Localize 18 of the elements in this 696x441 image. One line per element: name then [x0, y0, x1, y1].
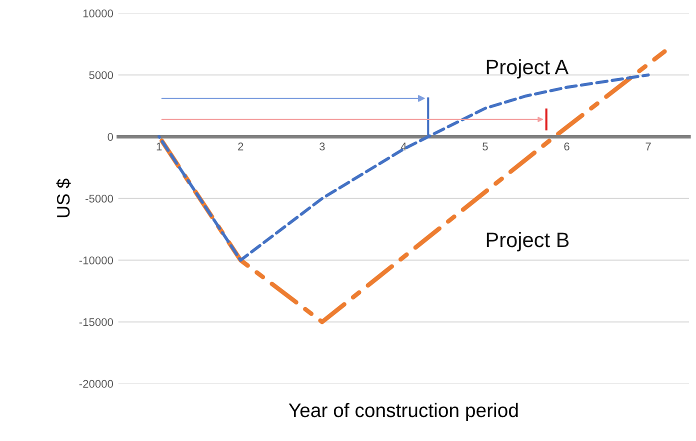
x-tick-label: 1 — [156, 142, 162, 150]
line-series — [156, 49, 667, 324]
y-tick-label: 5000 — [89, 71, 114, 80]
y-tick-label: -5000 — [86, 194, 114, 203]
x-axis-title: Year of construction period — [288, 402, 518, 422]
x-tick-label: 6 — [564, 142, 570, 150]
x-tick-label: 3 — [319, 142, 325, 150]
x-tick-label: 2 — [238, 142, 244, 150]
x-tick-label: 7 — [646, 142, 651, 150]
x-tick-label: 5 — [482, 142, 488, 150]
y-tick-label: -10000 — [79, 256, 114, 264]
y-tick-label: -15000 — [79, 318, 114, 326]
y-axis-title: US $ — [56, 178, 71, 218]
y-tick-label: -20000 — [79, 380, 114, 388]
series-label: Project B — [486, 232, 569, 252]
y-tick-label: 10000 — [83, 9, 114, 18]
y-tick-label: 0 — [108, 132, 114, 141]
series-label: Project A — [486, 59, 569, 79]
